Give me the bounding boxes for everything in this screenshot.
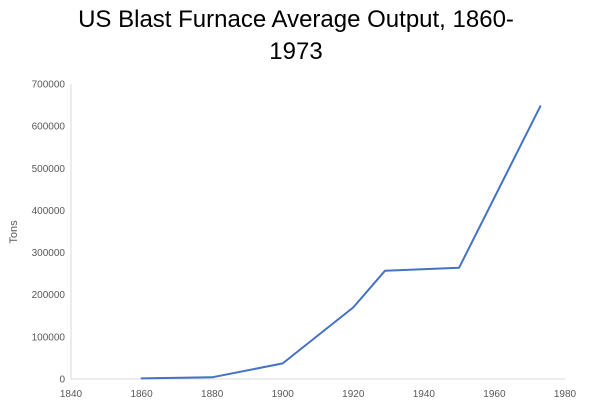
y-tick-label: 100000	[32, 332, 66, 343]
y-tick-label: 600000	[32, 122, 66, 133]
x-tick-label: 1980	[554, 389, 577, 400]
x-tick-label: 1900	[272, 389, 295, 400]
x-tick-label: 1880	[201, 389, 224, 400]
x-tick-label: 1940	[413, 389, 436, 400]
y-tick-label: 200000	[32, 290, 66, 301]
series-line-1	[140, 105, 542, 380]
y-tick-label: 500000	[32, 164, 66, 175]
chart-title-line-1: US Blast Furnace Average Output, 1860-	[78, 6, 514, 33]
x-tick-label: 1840	[60, 389, 83, 400]
chart-title-line-2: 1973	[269, 38, 323, 65]
y-tick-label: 700000	[32, 80, 66, 91]
x-tick-label: 1860	[130, 389, 153, 400]
x-tick-label: 1960	[483, 389, 506, 400]
y-tick-label: 400000	[32, 206, 66, 217]
chart-title: US Blast Furnace Average Output, 1860- 1…	[0, 4, 592, 68]
x-tick-labels: 1840 1860 1880 1900 1920 1940 1960 1980	[60, 389, 577, 400]
x-tick-label: 1920	[342, 389, 365, 400]
series-group	[140, 105, 542, 380]
y-axis-title: Tons	[8, 220, 20, 244]
y-tick-label: 300000	[32, 248, 66, 259]
y-tick-label: 0	[59, 375, 65, 386]
y-tick-labels: 0 100000 200000 300000 400000 500000 600000 700…	[32, 80, 66, 386]
